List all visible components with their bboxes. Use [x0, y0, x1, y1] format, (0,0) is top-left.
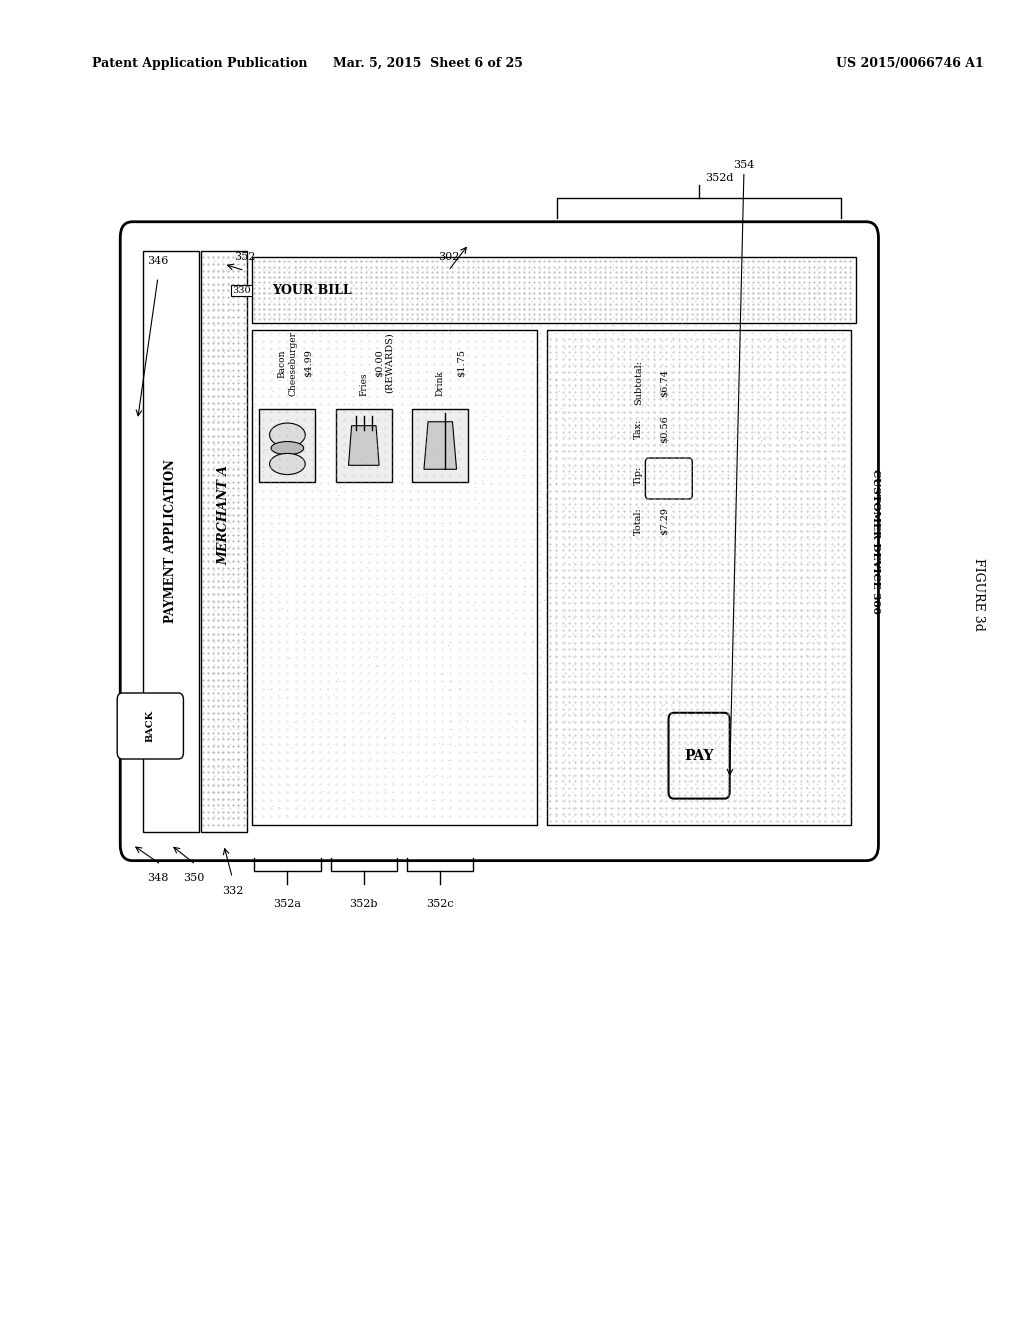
Ellipse shape — [269, 454, 305, 474]
Text: 346: 346 — [147, 256, 169, 267]
Text: Subtotal:: Subtotal: — [634, 360, 643, 405]
FancyBboxPatch shape — [669, 713, 730, 799]
Text: 352: 352 — [233, 252, 255, 263]
Polygon shape — [424, 422, 457, 470]
Text: 354: 354 — [733, 160, 755, 170]
Text: $1.75: $1.75 — [456, 348, 465, 378]
Bar — [142, 251, 199, 832]
Text: Drink: Drink — [436, 370, 444, 396]
Text: 332: 332 — [221, 886, 243, 896]
Text: BACK: BACK — [145, 710, 155, 742]
Text: 352c: 352c — [426, 899, 454, 909]
FancyBboxPatch shape — [117, 693, 183, 759]
Text: $6.74: $6.74 — [659, 368, 669, 397]
Text: $7.29: $7.29 — [659, 507, 669, 536]
Bar — [259, 409, 315, 482]
Text: US 2015/0066746 A1: US 2015/0066746 A1 — [836, 57, 983, 70]
Text: MERCHANT A: MERCHANT A — [217, 465, 230, 565]
Bar — [201, 251, 247, 832]
Text: Tax:: Tax: — [634, 418, 643, 440]
Text: 352d: 352d — [706, 173, 733, 183]
Text: CUSTOMER DEVICE 300: CUSTOMER DEVICE 300 — [871, 469, 881, 614]
Text: 330: 330 — [232, 286, 251, 294]
Bar — [252, 330, 537, 825]
Text: Mar. 5, 2015  Sheet 6 of 25: Mar. 5, 2015 Sheet 6 of 25 — [333, 57, 523, 70]
Bar — [252, 257, 856, 323]
Ellipse shape — [269, 422, 305, 446]
Text: 352b: 352b — [349, 899, 378, 909]
Text: Patent Application Publication: Patent Application Publication — [92, 57, 307, 70]
Bar — [547, 330, 851, 825]
Text: $0.56: $0.56 — [659, 414, 669, 444]
FancyBboxPatch shape — [645, 458, 692, 499]
Bar — [413, 409, 468, 482]
Text: PAY: PAY — [684, 750, 714, 763]
Text: Total:: Total: — [634, 507, 643, 536]
FancyBboxPatch shape — [120, 222, 879, 861]
Text: Fries: Fries — [359, 372, 369, 396]
Text: Tip:: Tip: — [634, 466, 643, 484]
Bar — [336, 409, 392, 482]
Polygon shape — [348, 425, 379, 466]
Text: $0.00
(REWARDS): $0.00 (REWARDS) — [375, 333, 394, 393]
Text: 352a: 352a — [273, 899, 301, 909]
Text: Bacon
Cheeseburger: Bacon Cheeseburger — [278, 331, 297, 396]
Text: 302: 302 — [437, 252, 459, 263]
Text: $4.99: $4.99 — [303, 348, 312, 378]
Text: PAYMENT APPLICATION: PAYMENT APPLICATION — [164, 459, 177, 623]
Text: YOUR BILL: YOUR BILL — [272, 284, 351, 297]
Text: 350: 350 — [183, 873, 205, 883]
Text: FIGURE 3d: FIGURE 3d — [972, 557, 985, 631]
Ellipse shape — [271, 441, 304, 454]
Text: 348: 348 — [147, 873, 169, 883]
